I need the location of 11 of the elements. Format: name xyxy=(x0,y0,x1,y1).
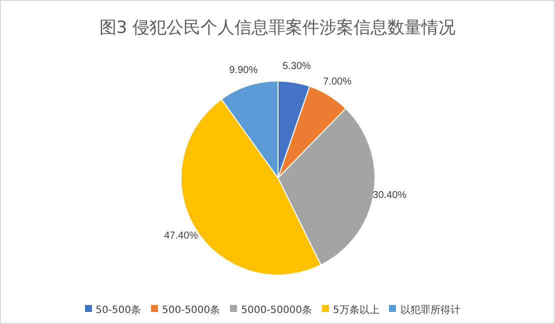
chart-title: 图3 侵犯公民个人信息罪案件涉案信息数量情况 xyxy=(98,16,457,40)
data-label: 30.40% xyxy=(372,190,407,202)
legend-label: 500-5000条 xyxy=(162,305,220,316)
legend-label: 5万条以上 xyxy=(333,305,380,316)
legend-label: 50-500条 xyxy=(96,305,141,316)
data-label: 5.30% xyxy=(282,61,312,72)
data-label: 7.00% xyxy=(323,76,352,88)
legend-label: 以犯罪所得计 xyxy=(400,305,460,316)
data-label: 47.40% xyxy=(164,230,198,242)
legend-label: 5000-50000条 xyxy=(241,305,312,316)
data-label: 9.90% xyxy=(229,64,258,76)
